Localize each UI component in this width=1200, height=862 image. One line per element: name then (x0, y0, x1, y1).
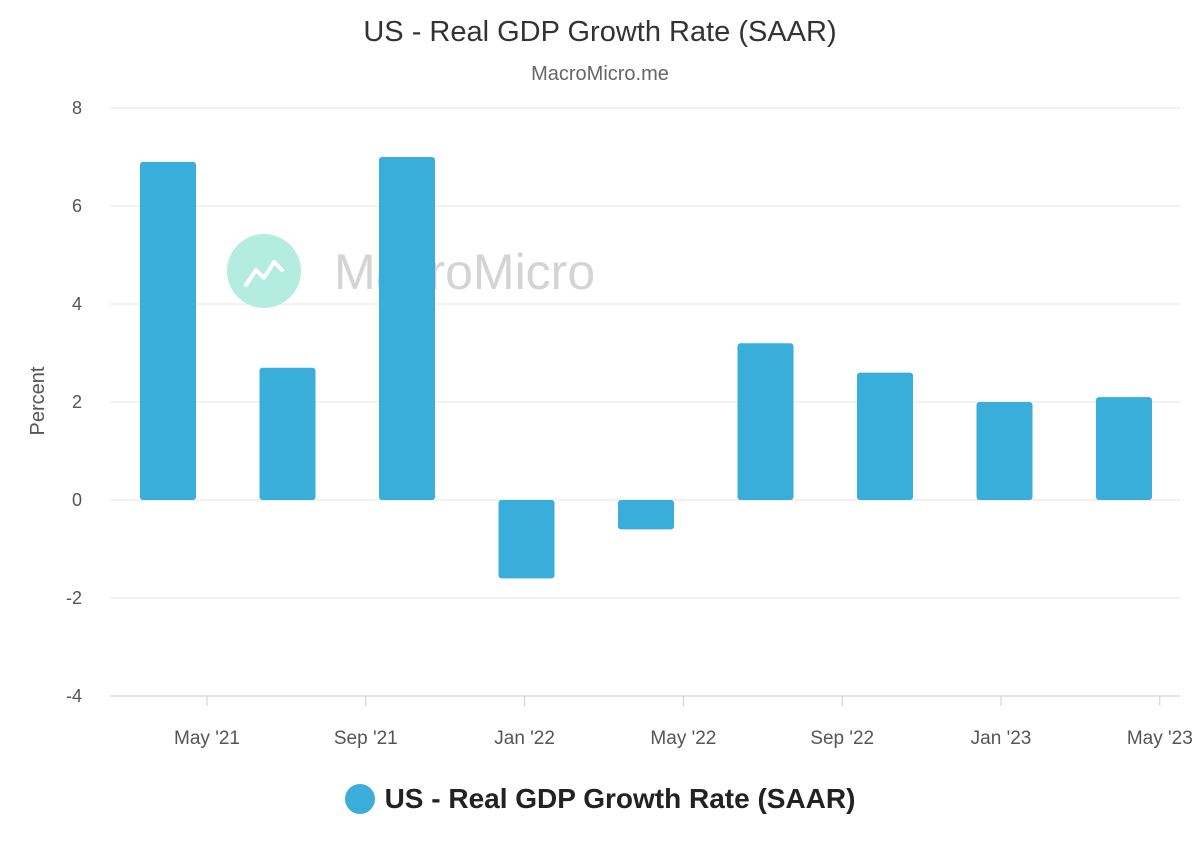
watermark-logo-icon (227, 234, 301, 308)
gdp-bar-chart: US - Real GDP Growth Rate (SAAR) MacroMi… (27, 16, 1193, 749)
x-tick-label: May '23 (1127, 728, 1193, 749)
x-tick-label: Jan '23 (971, 728, 1032, 749)
x-tick-label: Sep '22 (810, 728, 874, 749)
bar (140, 161, 196, 500)
chart-subtitle: MacroMicro.me (531, 63, 669, 85)
bar (1096, 397, 1152, 500)
y-tick-label: -4 (66, 686, 82, 706)
legend-label: US - Real GDP Growth Rate (SAAR) (384, 783, 856, 814)
bar (737, 343, 794, 500)
bar (259, 367, 316, 500)
y-axis-label: Percent (27, 366, 49, 435)
watermark: MacroMicro (227, 234, 595, 308)
y-tick-label: 2 (72, 392, 82, 412)
legend-swatch (344, 784, 375, 814)
legend[interactable]: US - Real GDP Growth Rate (SAAR) (0, 783, 1200, 815)
y-tick-label: 4 (72, 294, 82, 314)
y-tick-label: 8 (72, 98, 82, 118)
watermark-chart-line-icon (244, 260, 284, 287)
y-tick-label: 0 (72, 490, 82, 510)
x-axis-ticks: May '21 Sep '21 Jan '22 May '22 Sep '22 Jan '… (174, 696, 1193, 749)
y-tick-label: 6 (72, 196, 82, 216)
x-tick-label: Sep '21 (334, 728, 398, 749)
x-tick-label: May '21 (174, 728, 240, 749)
y-tick-label: -2 (66, 588, 82, 608)
bar-series (140, 157, 1152, 579)
x-tick-label: May '22 (650, 728, 716, 749)
bar (976, 402, 1033, 500)
bar (857, 372, 913, 500)
chart-title: US - Real GDP Growth Rate (SAAR) (363, 16, 836, 48)
y-axis-ticks: 8 6 4 2 0 -2 -4 (66, 98, 82, 706)
bar (379, 157, 435, 500)
bar (498, 500, 555, 579)
watermark-text: MacroMicro (334, 244, 595, 300)
bar (618, 500, 674, 530)
x-tick-label: Jan '22 (494, 728, 555, 749)
